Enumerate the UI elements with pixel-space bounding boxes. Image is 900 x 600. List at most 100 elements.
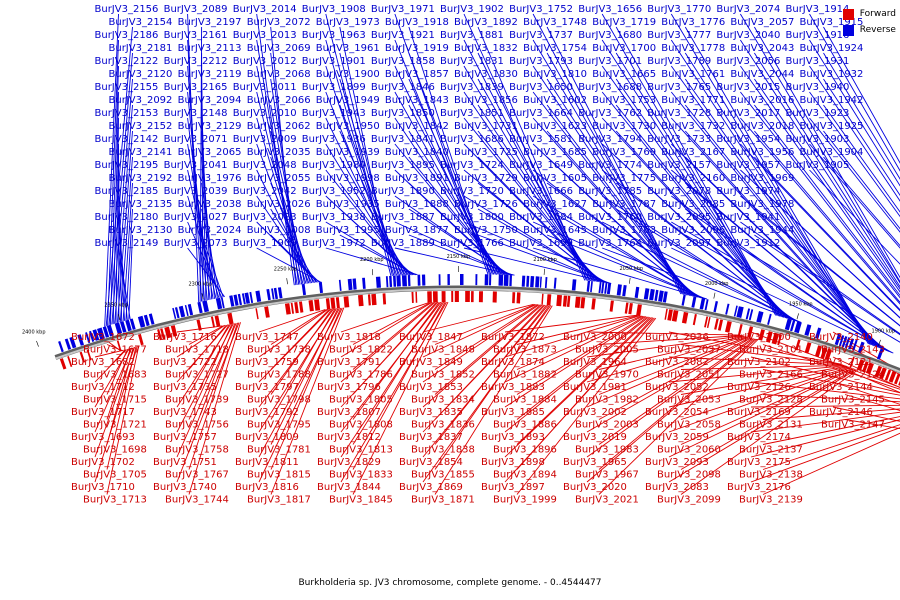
forward-connector xyxy=(340,301,439,408)
gene-feature-103 xyxy=(516,292,521,304)
reverse-gene-label: BurJV3_1843 xyxy=(385,95,449,106)
gene-feature-42 xyxy=(237,293,242,306)
reverse-gene-label: BurJV3_2055 xyxy=(247,173,311,184)
reverse-gene-label: BurJV3_2155 xyxy=(95,82,159,93)
reverse-connector xyxy=(823,52,900,180)
forward-connector xyxy=(668,367,852,433)
reverse-connector xyxy=(601,117,788,319)
reverse-gene-label: BurJV3_1912 xyxy=(716,238,780,249)
gene-feature-0 xyxy=(59,358,67,370)
gene-feature-49 xyxy=(266,289,271,301)
gene-feature-105 xyxy=(526,275,530,287)
reverse-connector xyxy=(546,182,701,299)
forward-connector xyxy=(668,365,846,383)
legend-label-forward: Forward xyxy=(859,9,896,19)
reverse-connector xyxy=(809,91,900,218)
gene-feature-155 xyxy=(736,306,744,318)
reverse-gene-label: BurJV3_2056 xyxy=(716,56,780,67)
forward-gene-label: BurJV3_1815 xyxy=(247,470,311,481)
forward-gene-label: BurJV3_2059 xyxy=(645,432,709,443)
forward-connector xyxy=(352,301,443,445)
legend-item-reverse: Reverse xyxy=(842,22,896,38)
reverse-gene-label: BurJV3_2038 xyxy=(178,199,242,210)
gene-feature-123 xyxy=(601,282,605,294)
forward-gene-label: BurJV3_2102 xyxy=(727,357,791,368)
forward-connector xyxy=(504,315,644,383)
forward-swatch xyxy=(842,8,854,20)
gene-feature-17 xyxy=(125,319,132,332)
reverse-connector xyxy=(325,143,406,276)
forward-gene-label: BurJV3_1884 xyxy=(493,395,557,406)
reverse-gene-label: BurJV3_2042 xyxy=(233,186,297,197)
reverse-gene-label: BurJV3_2119 xyxy=(178,69,242,80)
reverse-connector xyxy=(463,247,612,284)
forward-connector xyxy=(750,404,900,408)
reverse-gene-label: BurJV3_1765 xyxy=(647,82,711,93)
gene-feature-45 xyxy=(249,291,254,304)
gene-feature-168 xyxy=(794,321,802,334)
gene-feature-128 xyxy=(622,285,627,297)
scale-label: 1950 kbp xyxy=(789,302,813,308)
gene-feature-80 xyxy=(411,291,414,303)
reverse-gene-label: BurJV3_2040 xyxy=(716,30,780,41)
forward-connector xyxy=(94,347,133,433)
reverse-connector xyxy=(105,26,133,327)
reverse-gene-label: BurJV3_2113 xyxy=(178,43,242,54)
scale-label: 2100 kbp xyxy=(533,257,557,263)
gene-feature-74 xyxy=(385,276,389,288)
reverse-connector xyxy=(671,221,891,353)
forward-connector xyxy=(680,364,845,370)
reverse-connector xyxy=(754,52,900,284)
reverse-gene-label: BurJV3_1856 xyxy=(454,95,518,106)
reverse-gene-label: BurJV3_2072 xyxy=(247,17,311,28)
forward-gene-label: BurJV3_1970 xyxy=(575,370,639,381)
reverse-gene-label: BurJV3_2024 xyxy=(178,225,242,236)
gene-feature-144 xyxy=(692,314,697,326)
reverse-connector xyxy=(685,182,887,351)
gene-feature-111 xyxy=(546,294,552,306)
reverse-gene-label: BurJV3_1916 xyxy=(786,30,850,41)
forward-gene-label: BurJV3_1718 xyxy=(165,345,229,356)
forward-gene-label: BurJV3_2019 xyxy=(563,432,627,443)
reverse-connector xyxy=(823,156,900,247)
forward-gene-label: BurJV3_1747 xyxy=(235,332,299,343)
gene-feature-181 xyxy=(852,339,858,351)
forward-gene-label: BurJV3_2124 xyxy=(821,370,885,381)
forward-gene-label: BurJV3_1838 xyxy=(411,445,475,456)
reverse-gene-label: BurJV3_1789 xyxy=(647,56,711,67)
forward-connector xyxy=(176,322,240,483)
reverse-gene-label: BurJV3_1787 xyxy=(592,199,656,210)
gene-feature-14 xyxy=(116,340,122,352)
reverse-gene-label: BurJV3_1921 xyxy=(371,30,435,41)
scale-label: 2000 kbp xyxy=(705,281,729,287)
reverse-gene-label: BurJV3_1605 xyxy=(523,173,587,184)
reverse-gene-label: BurJV3_2023 xyxy=(233,212,297,223)
reverse-gene-label: BurJV3_2069 xyxy=(247,43,311,54)
gene-feature-64 xyxy=(338,279,342,291)
forward-gene-label: BurJV3_2174 xyxy=(727,432,791,443)
forward-gene-label: BurJV3_1982 xyxy=(575,395,639,406)
forward-connector xyxy=(762,424,900,470)
forward-connector xyxy=(258,307,340,458)
reverse-gene-label: BurJV3_1857 xyxy=(385,69,449,80)
reverse-gene-label: BurJV3_1918 xyxy=(385,17,449,28)
genome-backbone xyxy=(55,288,900,373)
scale-label: 2350 kbp xyxy=(104,303,128,309)
gene-feature-124 xyxy=(604,282,608,294)
reverse-connector xyxy=(615,104,787,319)
reverse-gene-label: BurJV3_1753 xyxy=(592,95,656,106)
gene-feature-187 xyxy=(876,348,884,360)
reverse-gene-label: BurJV3_1754 xyxy=(523,43,587,54)
gene-feature-84 xyxy=(427,291,432,303)
reverse-gene-label: BurJV3_1899 xyxy=(302,82,366,93)
scale-label: 2050 kbp xyxy=(620,266,644,272)
reverse-gene-label: BurJV3_1891 xyxy=(385,173,449,184)
reverse-gene-label: BurJV3_1832 xyxy=(454,43,518,54)
reverse-gene-label: BurJV3_2135 xyxy=(109,199,173,210)
gene-feature-27 xyxy=(172,307,177,319)
reverse-gene-label: BurJV3_1963 xyxy=(302,30,366,41)
reverse-gene-label: BurJV3_1732 xyxy=(661,121,725,132)
forward-connector xyxy=(844,394,900,411)
reverse-gene-label: BurJV3_2096 xyxy=(661,225,725,236)
